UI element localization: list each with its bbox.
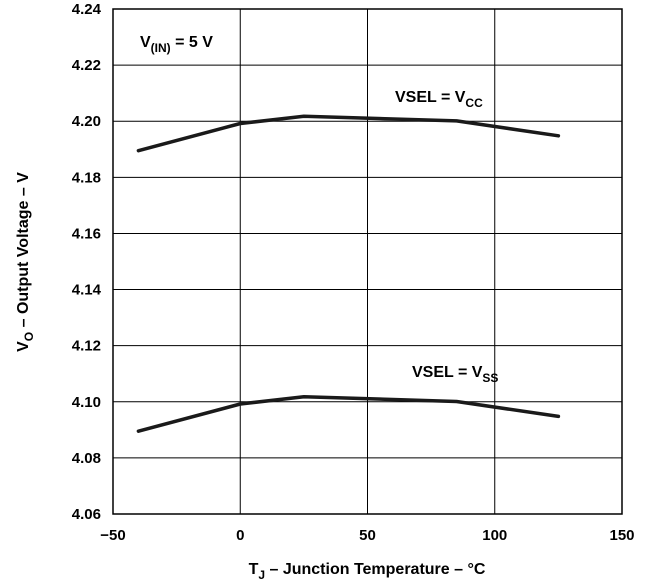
x-tick-label: 50: [359, 527, 376, 544]
x-tick-labels: −50 0 50 100 150: [100, 527, 634, 544]
y-tick-label: 4.20: [72, 113, 101, 130]
x-tick-label: 150: [609, 527, 634, 544]
x-tick-label: 0: [236, 527, 244, 544]
y-axis-label: VO – Output Voltage – V: [15, 172, 36, 352]
grid-lines: [112, 8, 623, 515]
x-tick-label: 100: [482, 527, 507, 544]
y-tick-label: 4.08: [72, 450, 101, 467]
y-tick-label: 4.22: [72, 57, 101, 74]
series-line-vsel-vss: [136, 394, 561, 433]
y-tick-label: 4.06: [72, 506, 101, 523]
y-tick-label: 4.24: [72, 1, 102, 18]
y-tick-label: 4.14: [72, 282, 102, 299]
y-tick-label: 4.16: [72, 225, 101, 242]
y-tick-label: 4.10: [72, 394, 101, 411]
y-tick-label: 4.18: [72, 169, 101, 186]
y-tick-label: 4.12: [72, 338, 101, 355]
series-label-vss: VSEL = VSS: [412, 364, 498, 385]
series-label-vcc: VSEL = VCC: [395, 89, 483, 110]
x-axis-label: TJ – Junction Temperature – °C: [249, 561, 486, 582]
x-tick-label: −50: [100, 527, 125, 544]
plot-frame: [112, 8, 623, 515]
series-line-vsel-vcc: [136, 114, 561, 153]
y-tick-labels: 4.06 4.08 4.10 4.12 4.14 4.16 4.18 4.20 4.22 4.24: [72, 1, 102, 523]
condition-label: V(IN) = 5 V: [140, 34, 213, 55]
series-group: [136, 114, 561, 433]
